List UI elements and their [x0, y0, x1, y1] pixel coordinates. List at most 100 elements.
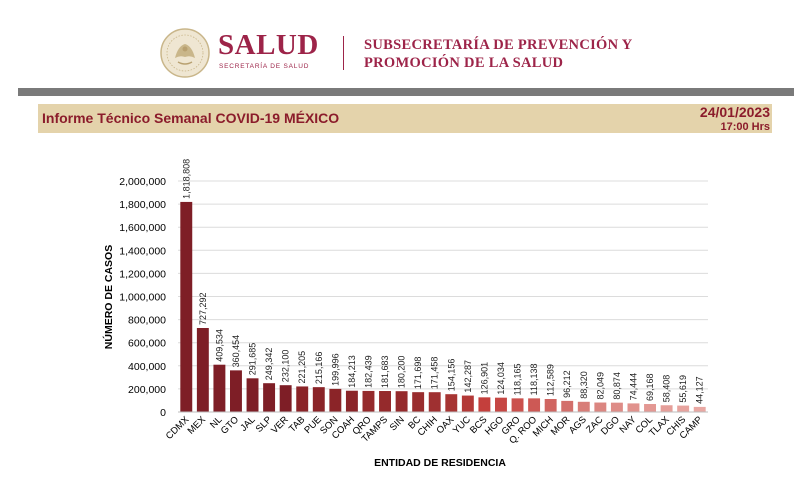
bar-value-label: 142,287: [463, 360, 473, 393]
bar-value-label: 124,034: [496, 362, 506, 395]
bar-value-label: 82,049: [595, 372, 605, 400]
bar-tab: [296, 386, 309, 412]
bar-value-label: 727,292: [198, 292, 208, 325]
bar-value-label: 181,683: [380, 355, 390, 388]
bar-nay: [627, 403, 640, 412]
y-tick-label: 1,400,000: [119, 245, 166, 257]
bar-value-label: 409,534: [214, 329, 224, 362]
bar-value-label: 171,458: [430, 357, 440, 390]
bars: [180, 201, 706, 412]
y-tick-label: 200,000: [128, 384, 166, 396]
bar-value-label: 182,439: [363, 355, 373, 388]
bar-value-labels: 1,818,808 727,292 409,534 360,454 291,685 249…: [181, 159, 704, 404]
bar-mor: [561, 400, 574, 412]
gridlines: [178, 180, 708, 390]
bar-value-label: 1,818,808: [181, 159, 191, 199]
bar-col: [644, 404, 656, 412]
bar-coah: [345, 390, 358, 412]
bar-dgo: [610, 402, 623, 412]
bar-yuc: [461, 395, 474, 412]
x-tick-label: TAB: [287, 414, 307, 434]
bar-value-label: 69,168: [645, 373, 655, 401]
bar-camp: [693, 406, 706, 412]
x-tick-label: JAL: [238, 414, 257, 433]
subsecretaria-line-2: PROMOCIÓN DE LA SALUD: [364, 55, 564, 71]
bar-value-label: 118,165: [513, 363, 523, 395]
bar-nl: [213, 364, 226, 412]
mexico-coat-of-arms-seal-icon: [160, 28, 210, 78]
report-date: 24/01/2023: [699, 104, 770, 120]
bar-tlax: [660, 405, 673, 412]
bar-value-label: 291,685: [248, 343, 258, 376]
bar-son: [329, 388, 342, 412]
y-axis-title: NÚMERO DE CASOS: [102, 245, 115, 349]
bar-value-label: 184,213: [347, 355, 357, 388]
bar-oax: [445, 394, 458, 412]
x-tick-label: SLP: [254, 414, 274, 434]
bar-cdmx: [180, 201, 193, 412]
bar-pue: [312, 387, 325, 412]
bar-zac: [594, 402, 607, 412]
report-title-band: [38, 104, 772, 133]
report-time: 17:00 Hrs: [720, 121, 770, 133]
y-tick-label: 1,600,000: [119, 222, 166, 234]
bar-value-label: 232,100: [281, 350, 291, 383]
bar-value-label: 360,454: [231, 335, 241, 368]
y-tick-label: 0: [160, 407, 166, 419]
bar-value-label: 74,444: [628, 373, 638, 401]
bar-bcs: [478, 397, 491, 412]
header-divider: [343, 36, 344, 70]
bar-value-label: 215,166: [314, 352, 324, 385]
subsecretaria-line-1: SUBSECRETARÍA DE PREVENCIÓN Y: [364, 37, 633, 53]
bar-jal: [246, 378, 259, 412]
bar-value-label: 112,589: [546, 364, 556, 396]
header-separator-bar: [18, 88, 794, 96]
bar-value-label: 221,205: [297, 351, 307, 384]
bar-value-label: 88,320: [579, 371, 589, 399]
bar-tamps: [379, 391, 391, 412]
bar-slp: [263, 383, 276, 412]
bar-value-label: 44,127: [695, 376, 705, 404]
y-tick-label: 1,000,000: [119, 292, 166, 304]
bar-hgo: [495, 397, 507, 412]
x-tick-label: SIN: [388, 414, 407, 433]
y-tick-label: 800,000: [128, 315, 166, 327]
bar-sin: [395, 391, 408, 412]
bar-value-label: 126,901: [479, 362, 489, 395]
bar-value-label: 249,342: [264, 348, 274, 381]
bar-ver: [279, 385, 292, 412]
y-tick-label: 2,000,000: [119, 176, 166, 188]
bar-chih: [428, 392, 441, 412]
x-tick-label: MEX: [186, 414, 209, 437]
bar-value-label: 55,619: [678, 375, 688, 403]
subsecretaria-title: SUBSECRETARÍA DE PREVENCIÓN Y PROMOCIÓN …: [364, 36, 633, 72]
y-tick-label: 1,800,000: [119, 199, 166, 211]
y-tick-label: 1,200,000: [119, 268, 166, 280]
bar-gro: [511, 398, 524, 412]
bar-value-label: 118,138: [529, 363, 539, 395]
bar-value-label: 96,212: [562, 370, 572, 398]
bar-value-label: 154,156: [446, 359, 456, 392]
brand-subtitle: SECRETARÍA DE SALUD: [219, 63, 310, 70]
bar-qro: [362, 390, 375, 412]
y-tick-label: 600,000: [128, 338, 166, 350]
bar-chis: [677, 405, 690, 412]
bar-ags: [577, 401, 590, 412]
y-tick-label: 400,000: [128, 361, 166, 373]
report-title: Informe Técnico Semanal COVID-19 MÉXICO: [42, 110, 340, 126]
page-header: SALUD SECRETARÍA DE SALUD SUBSECRETARÍA …: [0, 0, 812, 88]
x-axis-title: ENTIDAD DE RESIDENCIA: [374, 457, 506, 469]
bar-q-roo: [528, 398, 541, 412]
bar-value-label: 58,408: [662, 375, 672, 403]
bar-mex: [196, 327, 209, 412]
bar-bc: [412, 392, 425, 412]
bar-value-label: 171,698: [413, 357, 423, 390]
bar-gto: [230, 370, 242, 412]
bar-value-label: 80,874: [612, 372, 622, 400]
brand-title: SALUD: [218, 29, 319, 61]
cases-by-state-bar-chart: 0 200,000 400,000 600,000 800,000 1,000,000 1,…: [102, 159, 708, 469]
bar-value-label: 180,200: [397, 356, 407, 389]
bar-value-label: 199,996: [330, 353, 340, 386]
y-axis-tick-labels: 0 200,000 400,000 600,000 800,000 1,000,000 1,…: [119, 176, 166, 419]
